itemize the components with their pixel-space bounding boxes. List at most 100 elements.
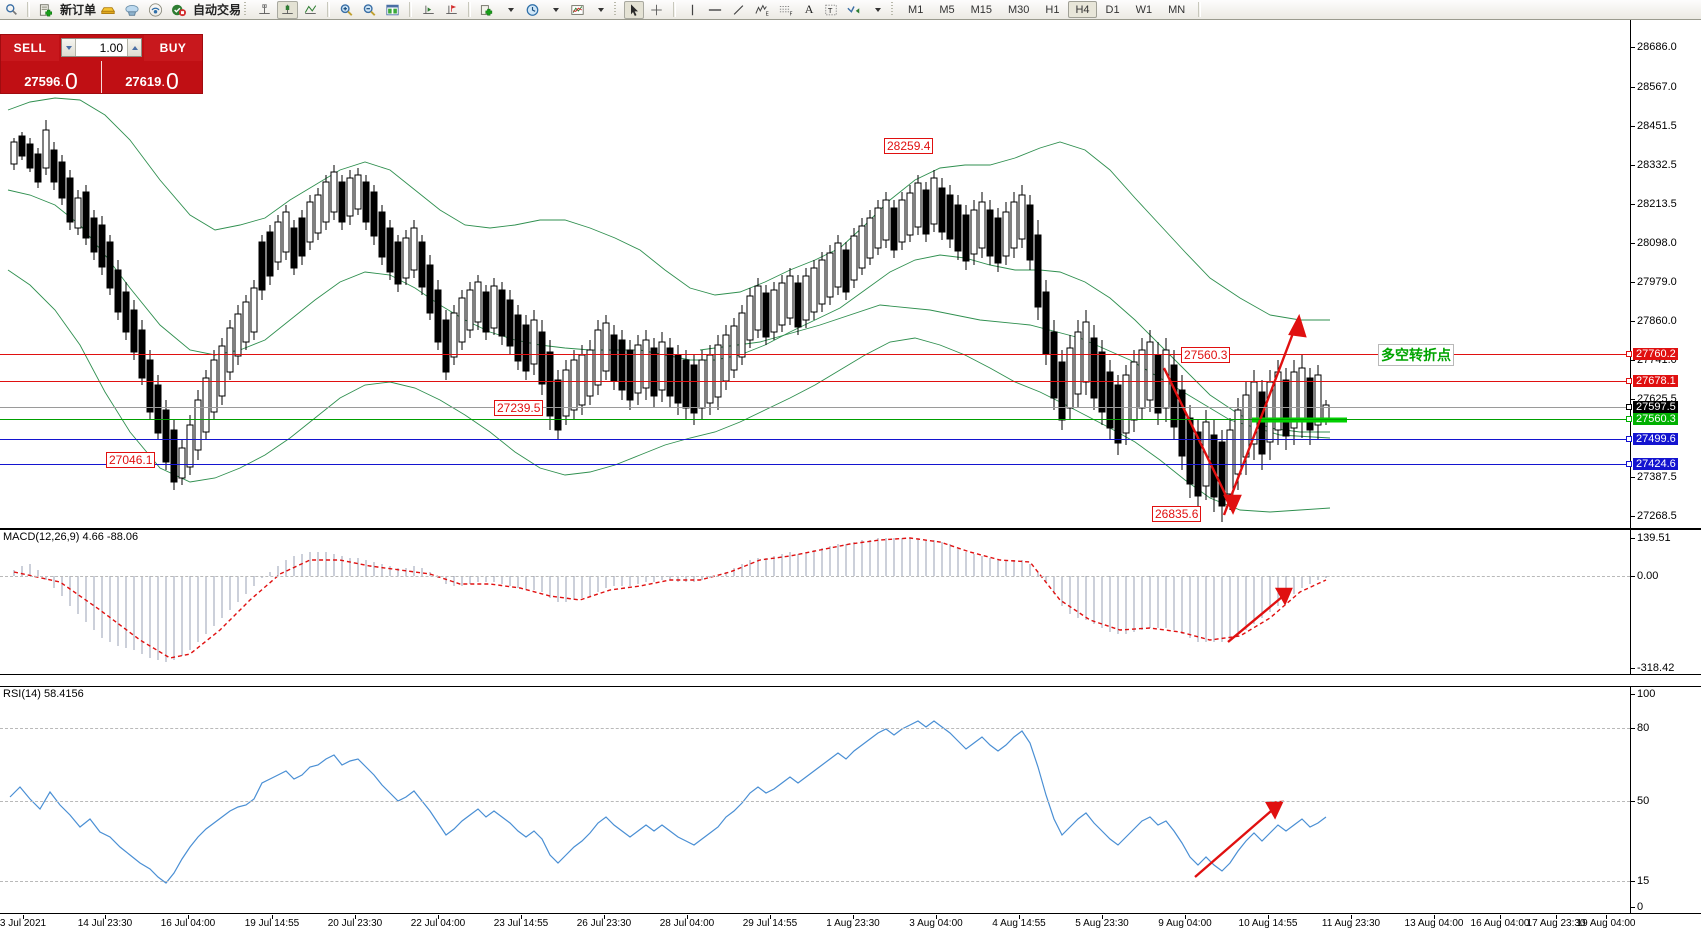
- cloud-sync-icon[interactable]: [121, 1, 143, 19]
- resistance-line-2[interactable]: [0, 381, 1630, 382]
- resistance-line-1[interactable]: [0, 354, 1630, 355]
- chart-price-annotation[interactable]: 28259.4: [884, 138, 934, 154]
- chart-price-annotation[interactable]: 27239.5: [494, 400, 544, 416]
- time-axis-label: 1 Aug 23:30: [826, 918, 880, 929]
- timeframe-h1[interactable]: H1: [1045, 4, 1060, 16]
- toolbar-grip[interactable]: [244, 2, 251, 17]
- level-handle[interactable]: [1626, 461, 1632, 467]
- price-level-label[interactable]: 27499.6: [1633, 433, 1678, 445]
- zoom-out-icon[interactable]: [359, 1, 380, 19]
- chevron-down-icon[interactable]: [590, 1, 610, 19]
- timeframe-m1[interactable]: M1: [908, 4, 924, 16]
- chart-price-annotation[interactable]: 27560.3: [1181, 347, 1231, 363]
- price-level-label[interactable]: 27760.2: [1633, 348, 1678, 360]
- text-box-icon[interactable]: T: [821, 1, 841, 19]
- chevron-down-icon[interactable]: [545, 1, 565, 19]
- price-level-label[interactable]: 27678.1: [1633, 375, 1678, 387]
- macd-panel[interactable]: MACD(12,26,9) 4.66 -88.06: [0, 529, 1701, 675]
- bar-chart-icon[interactable]: [277, 0, 299, 19]
- chart-price-annotation[interactable]: 27046.1: [106, 452, 156, 468]
- buy-price-int: 27619: [125, 74, 162, 89]
- crosshair-icon[interactable]: [646, 1, 667, 19]
- macd-trend-arrow: [1227, 587, 1293, 643]
- timeframe-w1[interactable]: W1: [1135, 4, 1153, 16]
- objects-icon[interactable]: [843, 1, 865, 19]
- time-gridline-tick: [1500, 915, 1501, 919]
- timeframe-m30[interactable]: M30: [1008, 4, 1030, 16]
- chart-price-annotation[interactable]: 26835.6: [1152, 506, 1202, 522]
- toolbar-grip[interactable]: [614, 2, 621, 17]
- bollinger-upper-band: [7, 97, 1330, 321]
- search-icon[interactable]: [1, 1, 21, 19]
- price-level-label[interactable]: 27597.5: [1633, 401, 1678, 413]
- data-window-icon[interactable]: [382, 1, 403, 19]
- add-indicator-icon[interactable]: [477, 1, 498, 19]
- fibonacci-icon[interactable]: F: [775, 1, 797, 19]
- level-handle[interactable]: [1626, 416, 1632, 422]
- rsi-panel[interactable]: RSI(14) 58.4156 100 80 50 15 0: [0, 686, 1701, 914]
- signal-icon[interactable]: [145, 1, 166, 19]
- zoom-in-icon[interactable]: [336, 1, 357, 19]
- level-handle[interactable]: [1626, 378, 1632, 384]
- gold-bar-icon[interactable]: [97, 1, 119, 19]
- timeframe-d1[interactable]: D1: [1105, 4, 1120, 16]
- support-line-2[interactable]: [0, 464, 1630, 465]
- toolbar-grip[interactable]: [891, 2, 898, 17]
- volume-stepper[interactable]: 1.00: [61, 38, 142, 57]
- toolbar-separator: [407, 2, 414, 17]
- rsi-plot-area[interactable]: RSI(14) 58.4156: [0, 687, 1630, 913]
- sell-price[interactable]: 27596 . 0: [1, 61, 101, 93]
- volume-input[interactable]: 1.00: [99, 40, 123, 55]
- autotrade-label[interactable]: 自动交易: [193, 3, 242, 17]
- time-axis[interactable]: 3 Jul 2021 14 Jul 23:30 16 Jul 04:00 19 Jul…: [0, 915, 1635, 933]
- period-clock-icon[interactable]: [522, 1, 543, 19]
- vertical-line-icon[interactable]: [682, 1, 702, 19]
- volume-decrease-button[interactable]: [62, 39, 76, 56]
- trendline-icon[interactable]: [728, 1, 749, 19]
- line-chart-icon[interactable]: [300, 1, 321, 19]
- volume-increase-button[interactable]: [127, 39, 141, 56]
- price-axis[interactable]: 28686.0 28567.0 28451.5 28332.5 28213.5 28098…: [1626, 20, 1701, 678]
- chevron-down-icon[interactable]: [867, 1, 887, 19]
- level-handle[interactable]: [1626, 436, 1632, 442]
- timeframe-mn[interactable]: MN: [1168, 4, 1186, 16]
- price-tick: 28213.5: [1631, 198, 1677, 210]
- time-axis-label: 17 Aug 23:30: [1526, 918, 1586, 929]
- price-plot-area[interactable]: 28259.4 27239.5 27046.1 27560.3 26835.6 多空转折点: [0, 20, 1630, 528]
- level-handle[interactable]: [1626, 351, 1632, 357]
- shift-start-icon[interactable]: [441, 1, 462, 19]
- buy-button[interactable]: BUY: [144, 35, 202, 61]
- time-gridline-tick: [521, 915, 522, 919]
- price-chart-panel[interactable]: 28259.4 27239.5 27046.1 27560.3 26835.6 多空转折点…: [0, 20, 1701, 678]
- chevron-down-icon[interactable]: [500, 1, 520, 19]
- crosshair-insert-icon[interactable]: [254, 1, 275, 19]
- sell-button[interactable]: SELL: [1, 35, 59, 61]
- price-level-label[interactable]: 27424.6: [1633, 458, 1678, 470]
- time-gridline-tick: [1434, 915, 1435, 919]
- templates-icon[interactable]: [567, 1, 588, 19]
- pivot-text-annotation[interactable]: 多空转折点: [1378, 344, 1454, 366]
- level-handle[interactable]: [1626, 404, 1632, 410]
- pivot-line[interactable]: [0, 419, 1630, 420]
- text-label-icon[interactable]: A: [804, 2, 814, 16]
- buy-price[interactable]: 27619 . 0: [102, 61, 202, 93]
- time-gridline-tick: [23, 915, 24, 919]
- macd-plot-area[interactable]: MACD(12,26,9) 4.66 -88.06: [0, 530, 1630, 674]
- autotrade-icon[interactable]: [168, 1, 190, 19]
- cursor-icon[interactable]: [624, 0, 645, 19]
- price-tick: 28451.5: [1631, 120, 1677, 132]
- timeframe-m5[interactable]: M5: [939, 4, 955, 16]
- horizontal-line-icon[interactable]: [704, 1, 726, 19]
- macd-axis[interactable]: 139.51 0.00 -318.42: [1630, 530, 1701, 674]
- timeframe-h4[interactable]: H4: [1068, 1, 1097, 18]
- time-gridline-tick: [687, 915, 688, 919]
- shift-end-icon[interactable]: [418, 1, 439, 19]
- price-tick: 28686.0: [1631, 41, 1677, 53]
- new-order-label[interactable]: 新订单: [60, 3, 97, 17]
- new-order-icon[interactable]: [36, 1, 57, 19]
- rsi-axis[interactable]: 100 80 50 15 0: [1630, 687, 1701, 913]
- price-level-label[interactable]: 27560.3: [1633, 413, 1678, 425]
- support-line-1[interactable]: [0, 439, 1630, 440]
- timeframe-m15[interactable]: M15: [970, 4, 992, 16]
- elliott-wave-icon[interactable]: E: [751, 1, 773, 19]
